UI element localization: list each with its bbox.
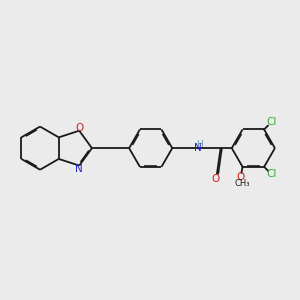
Text: Cl: Cl bbox=[266, 117, 277, 127]
Text: O: O bbox=[211, 174, 219, 184]
Text: O: O bbox=[75, 123, 83, 133]
Text: H: H bbox=[196, 140, 203, 149]
Text: Cl: Cl bbox=[266, 169, 277, 179]
Text: N: N bbox=[194, 143, 202, 153]
Text: CH₃: CH₃ bbox=[235, 179, 250, 188]
Text: O: O bbox=[237, 172, 245, 182]
Text: N: N bbox=[75, 164, 83, 174]
